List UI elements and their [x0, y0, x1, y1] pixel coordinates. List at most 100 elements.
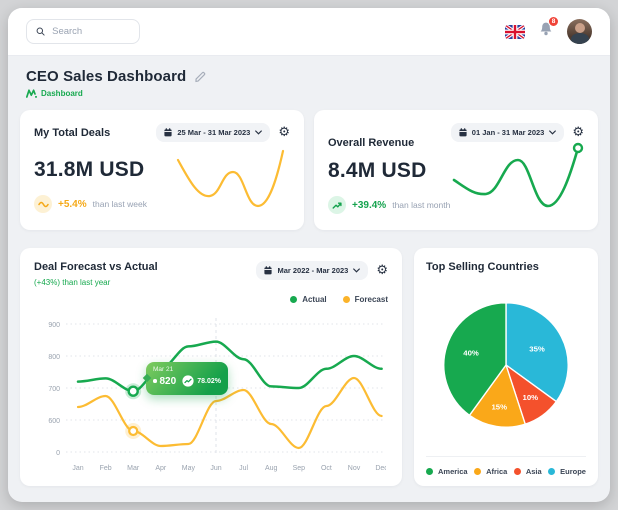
- y-tick: 800: [48, 354, 60, 361]
- asia-legend-label: Asia: [525, 467, 542, 476]
- pie-label-america: 40%: [463, 348, 479, 357]
- pie-label-asia: 10%: [523, 392, 539, 401]
- legend-item-europe[interactable]: Europe: [548, 467, 586, 476]
- edit-title-pencil-icon[interactable]: [194, 71, 206, 83]
- topbar: 8: [8, 8, 610, 56]
- card-total-deals: My Total Deals 25 Mar - 31 Mar 2023: [20, 110, 304, 230]
- dashboard-content: CEO Sales Dashboard Dashboard: [8, 56, 610, 486]
- chevron-down-icon: [549, 130, 557, 135]
- charts-row: Deal Forecast vs Actual (+43%) than last…: [20, 248, 598, 486]
- search-input[interactable]: [52, 26, 130, 37]
- y-tick: 600: [48, 418, 60, 425]
- actual-legend-label: Actual: [302, 295, 327, 304]
- deals-settings-gear-icon[interactable]: ⚙: [278, 125, 290, 140]
- forecast-subtitle: (+43%) than last year: [34, 278, 111, 287]
- revenue-delta-note: than last month: [392, 200, 451, 210]
- forecast-legend-label: Forecast: [354, 295, 388, 304]
- x-tick: Nov: [348, 465, 361, 472]
- y-tick: 700: [48, 386, 60, 393]
- america-legend-dot: [426, 468, 433, 475]
- y-tick: 0: [56, 450, 60, 457]
- africa-legend-label: Africa: [486, 467, 508, 476]
- forecast-settings-gear-icon[interactable]: ⚙: [376, 263, 388, 278]
- forecast-data-point[interactable]: [128, 425, 139, 437]
- pie-slice-america[interactable]: [443, 301, 507, 416]
- deals-card-title: My Total Deals: [34, 126, 111, 139]
- countries-pie-chart: 40% 15% 10% 35%: [443, 301, 569, 428]
- revenue-settings-gear-icon[interactable]: ⚙: [572, 125, 584, 140]
- legend-item-asia[interactable]: Asia: [513, 467, 542, 476]
- y-tick: 900: [48, 322, 60, 329]
- tooltip-date: Mar 21: [153, 366, 174, 373]
- pie-chart-area: 40% 15% 10% 35%: [426, 273, 586, 456]
- deals-delta: +5.4%: [58, 198, 87, 210]
- pie-slice-europe[interactable]: [505, 301, 569, 402]
- x-tick: Dec: [375, 465, 386, 472]
- x-tick: Apr: [155, 465, 167, 472]
- america-legend-label: America: [438, 467, 468, 476]
- x-tick: Sep: [293, 465, 306, 472]
- pie-legend: America Africa Asia Europe: [426, 456, 586, 486]
- x-tick: May: [182, 465, 196, 472]
- card-overall-revenue: Overall Revenue 01 Jan - 31 Mar 2023: [314, 110, 598, 230]
- deals-trend-icon: [34, 195, 52, 213]
- x-tick: Aug: [265, 465, 278, 472]
- x-tick: Jul: [239, 465, 248, 472]
- language-flag-icon[interactable]: [505, 24, 525, 39]
- app-window: 8 CEO Sales Dashboard: [8, 8, 610, 502]
- tooltip-trend-icon: [182, 375, 194, 387]
- legend-item-america[interactable]: America: [426, 467, 468, 476]
- x-tick: Jun: [210, 465, 221, 472]
- revenue-date-range-picker[interactable]: 01 Jan - 31 Mar 2023: [450, 123, 565, 142]
- topbar-actions: 8: [505, 16, 592, 44]
- deals-value: 31.8M USD: [34, 158, 145, 181]
- x-tick: Oct: [321, 465, 332, 472]
- actual-legend-dot: [290, 296, 298, 303]
- chevron-down-icon: [353, 268, 361, 273]
- card-forecast-vs-actual: Deal Forecast vs Actual (+43%) than last…: [20, 248, 402, 486]
- pie-slice-africa[interactable]: [468, 363, 527, 428]
- actual-series-line: [76, 340, 383, 393]
- actual-data-point[interactable]: [127, 385, 139, 397]
- deals-date-range-picker[interactable]: 25 Mar - 31 Mar 2023: [156, 123, 271, 142]
- notifications-button[interactable]: 8: [538, 16, 559, 42]
- breadcrumb-label: Dashboard: [41, 89, 83, 98]
- forecast-plot-area[interactable]: 900 800 700 600 0: [34, 306, 388, 481]
- revenue-trend-icon: [328, 196, 346, 214]
- card-top-selling-countries: Top Selling Countries 40% 15: [414, 248, 598, 486]
- x-tick: Jan: [72, 465, 83, 472]
- revenue-delta: +39.4%: [352, 199, 387, 211]
- europe-legend-label: Europe: [560, 467, 586, 476]
- tooltip-bullet: [153, 379, 157, 383]
- deals-date-range-label: 25 Mar - 31 Mar 2023: [177, 128, 251, 137]
- search-icon: [36, 27, 45, 36]
- forecast-date-range-picker[interactable]: Mar 2022 - Mar 2023: [256, 261, 369, 280]
- asia-legend-dot: [513, 468, 521, 475]
- forecast-date-range-label: Mar 2022 - Mar 2023: [277, 266, 349, 275]
- kpi-row: My Total Deals 25 Mar - 31 Mar 2023: [20, 110, 598, 230]
- africa-legend-dot: [474, 468, 482, 475]
- chart-tooltip: Mar 21 820: [146, 362, 228, 395]
- forecast-legend-dot: [342, 296, 350, 303]
- pie-label-europe: 35%: [529, 344, 545, 353]
- user-avatar[interactable]: [567, 19, 592, 44]
- brand-logo-icon: [26, 89, 37, 98]
- calendar-icon: [164, 128, 172, 137]
- calendar-icon: [264, 266, 273, 275]
- legend-item-actual[interactable]: Actual: [290, 295, 327, 304]
- revenue-value: 8.4M USD: [328, 159, 427, 182]
- legend-item-africa[interactable]: Africa: [474, 467, 507, 476]
- legend-item-forecast[interactable]: Forecast: [342, 295, 388, 304]
- revenue-date-range-label: 01 Jan - 31 Mar 2023: [471, 128, 545, 137]
- breadcrumb[interactable]: Dashboard: [26, 89, 598, 98]
- forecast-card-title: Deal Forecast vs Actual: [34, 261, 158, 273]
- page-header: CEO Sales Dashboard Dashboard: [20, 68, 598, 98]
- search-box[interactable]: [26, 19, 140, 44]
- notification-count-badge: 8: [548, 16, 559, 27]
- tooltip-value: 820: [159, 375, 177, 387]
- countries-card-title: Top Selling Countries: [426, 261, 539, 273]
- tooltip-percent: 78.02%: [197, 377, 221, 385]
- x-tick: Feb: [100, 465, 112, 472]
- pie-label-africa: 15%: [491, 402, 507, 411]
